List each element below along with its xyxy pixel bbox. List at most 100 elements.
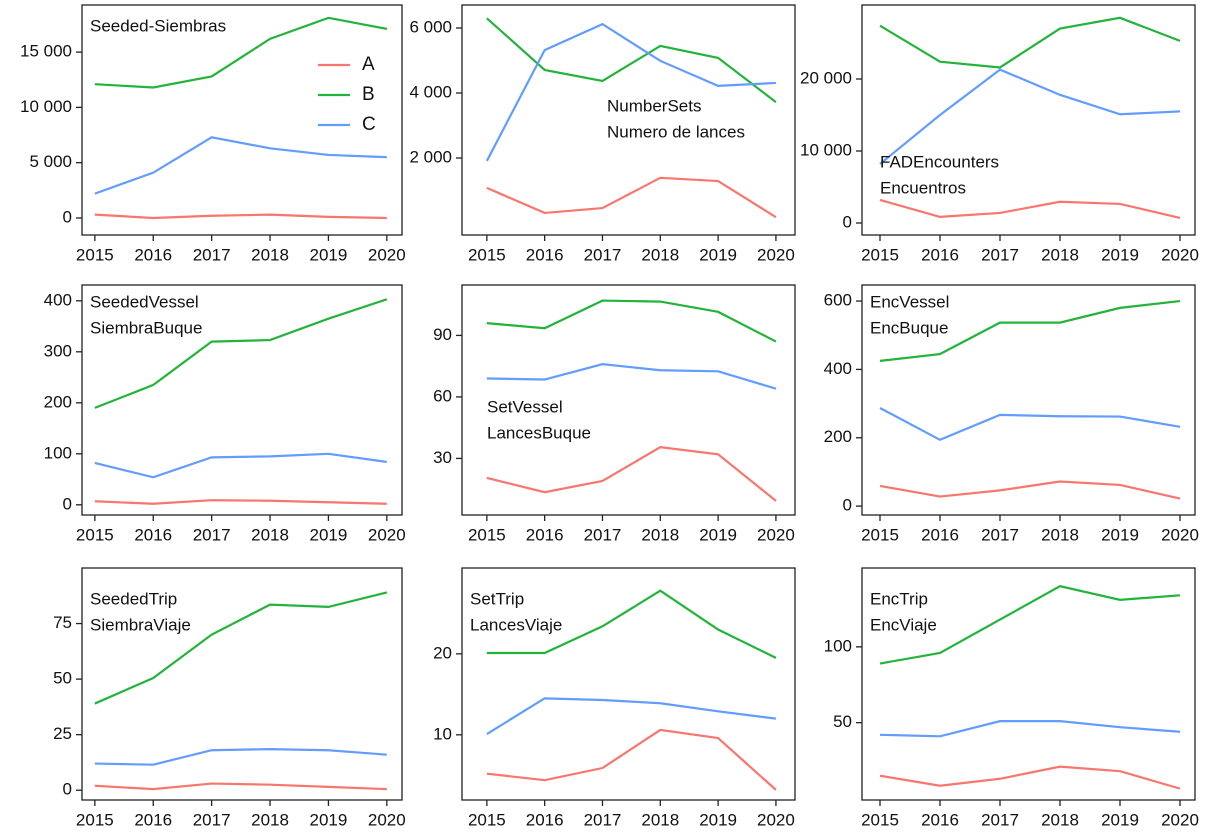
panel-subtitle: SiembraBuque	[90, 318, 202, 337]
y-tick-label: 30	[433, 448, 452, 467]
y-tick-label: 75	[53, 613, 72, 632]
panel-title: EncTrip	[870, 589, 928, 608]
series-line	[486, 299, 777, 343]
panel-title: SeededVessel	[90, 292, 199, 311]
legend-label: A	[362, 54, 375, 75]
x-tick-label: 2017	[193, 525, 231, 544]
panel-title: EncVessel	[870, 292, 949, 311]
x-tick-label: 2015	[76, 525, 114, 544]
y-tick-label: 60	[433, 386, 452, 405]
x-tick-label: 2020	[757, 810, 795, 829]
panel-subtitle: Encuentros	[880, 178, 966, 197]
panel-frame	[861, 567, 1196, 801]
x-tick-label: 2016	[134, 525, 172, 544]
x-tick-label: 2015	[76, 245, 114, 264]
series-line	[486, 589, 777, 659]
x-tick-label: 2019	[1101, 525, 1139, 544]
series-line	[486, 446, 777, 502]
x-tick-label: 2018	[1041, 245, 1079, 264]
series-line	[879, 407, 1181, 442]
x-tick-label: 2016	[921, 245, 959, 264]
panel-frame	[81, 4, 403, 236]
x-tick-label: 2017	[584, 525, 622, 544]
x-tick-label: 2020	[368, 525, 406, 544]
y-tick-label: 10 000	[800, 140, 852, 159]
y-tick-label: 50	[833, 712, 852, 731]
panel-frame	[861, 284, 1196, 516]
y-tick-label: 25	[53, 724, 72, 743]
panel-subtitle: LancesBuque	[487, 423, 591, 442]
y-tick-label: 20	[433, 643, 452, 662]
y-tick-label: 10 000	[20, 97, 72, 116]
series-line	[486, 176, 777, 219]
series-line	[879, 480, 1181, 500]
x-tick-label: 2015	[76, 810, 114, 829]
y-tick-label: 0	[843, 212, 852, 231]
series-line	[94, 452, 387, 479]
x-tick-label: 2015	[861, 810, 899, 829]
series-line	[879, 198, 1181, 220]
panel-frame	[81, 567, 403, 801]
y-tick-label: 20 000	[800, 68, 852, 87]
y-tick-label: 5 000	[29, 152, 72, 171]
x-tick-label: 2017	[584, 810, 622, 829]
panel-frame	[461, 4, 796, 236]
x-tick-label: 2018	[641, 525, 679, 544]
x-tick-label: 2019	[1101, 245, 1139, 264]
x-tick-label: 2017	[981, 810, 1019, 829]
x-tick-label: 2017	[193, 810, 231, 829]
x-tick-label: 2015	[861, 525, 899, 544]
series-line	[879, 299, 1181, 362]
panel-subtitle: SiembraViaje	[90, 615, 191, 634]
panel-title: SeededTrip	[90, 589, 177, 608]
series-line	[94, 499, 387, 505]
y-tick-label: 15 000	[20, 42, 72, 61]
x-tick-label: 2019	[699, 245, 737, 264]
x-tick-label: 2019	[699, 810, 737, 829]
y-tick-label: 0	[63, 780, 72, 799]
x-tick-label: 2018	[251, 810, 289, 829]
x-tick-label: 2018	[641, 245, 679, 264]
series-line	[879, 16, 1181, 69]
x-tick-label: 2016	[134, 810, 172, 829]
series-line	[879, 585, 1181, 665]
y-tick-label: 100	[44, 443, 72, 462]
panel-frame	[81, 284, 403, 516]
panel-subtitle: EncBuque	[870, 318, 948, 337]
series-line	[486, 697, 777, 735]
y-tick-label: 0	[843, 496, 852, 515]
panel-title: Seeded-Siembras	[90, 16, 226, 35]
x-tick-label: 2019	[310, 810, 348, 829]
series-line	[94, 591, 388, 705]
legend-label: C	[362, 114, 376, 135]
x-tick-label: 2018	[251, 525, 289, 544]
series-line	[485, 22, 776, 162]
x-tick-label: 2015	[861, 245, 899, 264]
x-tick-label: 2018	[1041, 810, 1079, 829]
y-tick-label: 50	[53, 669, 72, 688]
series-line	[94, 782, 387, 791]
x-tick-label: 2017	[584, 245, 622, 264]
series-line	[879, 68, 1181, 165]
x-tick-label: 2016	[921, 810, 959, 829]
x-tick-label: 2018	[251, 245, 289, 264]
x-tick-label: 2018	[1041, 525, 1079, 544]
x-tick-label: 2020	[368, 245, 406, 264]
x-tick-label: 2019	[310, 245, 348, 264]
series-line	[94, 213, 387, 220]
y-tick-label: 10	[433, 724, 452, 743]
x-tick-label: 2016	[921, 525, 959, 544]
panel-title: SetTrip	[470, 589, 524, 608]
panel-title: NumberSets	[607, 96, 701, 115]
x-tick-label: 2017	[981, 245, 1019, 264]
panel-subtitle: LancesViaje	[470, 615, 562, 634]
panel-title: SetVessel	[487, 397, 563, 416]
y-tick-label: 2 000	[409, 147, 452, 166]
x-tick-label: 2016	[526, 810, 564, 829]
x-tick-label: 2019	[699, 525, 737, 544]
panel-frame	[461, 567, 796, 801]
series-line	[94, 16, 388, 89]
x-tick-label: 2015	[468, 525, 506, 544]
legend-label: B	[362, 84, 375, 105]
